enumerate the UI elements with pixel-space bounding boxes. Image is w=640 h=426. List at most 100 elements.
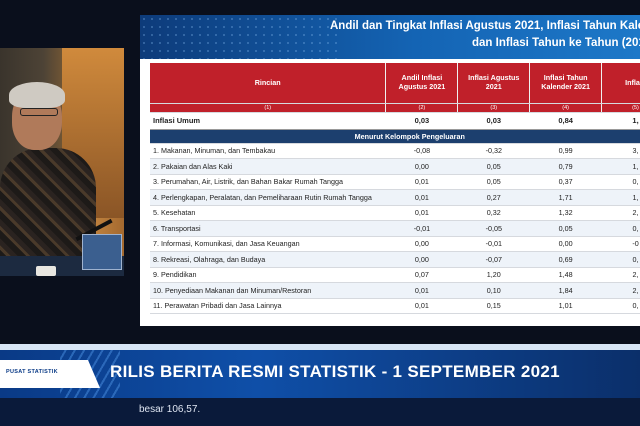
table-cell: 1,01 — [529, 298, 602, 314]
ticker-bar — [0, 398, 640, 426]
table-row: 8. Rekreasi, Olahraga, dan Budaya 0,00 -0,… — [150, 251, 640, 268]
table-cell: 0,05 — [529, 220, 602, 237]
table-cell: 0,05 — [457, 174, 530, 190]
table-cell: -0,32 — [457, 143, 530, 159]
table-cell: -0,01 — [457, 236, 530, 252]
table-row: 2. Pakaian dan Alas Kaki 0,00 0,05 0,79 1, — [150, 158, 640, 175]
table-cell: 0,37 — [529, 174, 602, 190]
table-cell: 0,03 — [457, 112, 530, 130]
table-cell: 1,32 — [529, 205, 602, 221]
slide-title-line1: Andil dan Tingkat Inflasi Agustus 2021, … — [330, 20, 640, 32]
table-cell: 0,01 — [385, 205, 458, 221]
table-row: 9. Pendidikan 0,07 1,20 1,48 2, — [150, 267, 640, 283]
table-row: 6. Transportasi -0,01 -0,05 0,05 0, — [150, 220, 640, 237]
row-label: 6. Transportasi — [150, 220, 386, 237]
presentation-slide: Andil dan Tingkat Inflasi Agustus 2021, … — [140, 15, 640, 326]
table-row: 5. Kesehatan 0,01 0,32 1,32 2, — [150, 205, 640, 221]
brand-tab: PUSAT STATISTIK — [0, 360, 100, 388]
header-inflasi-yoy: Inflasi — [601, 63, 640, 104]
header-inflasi-agustus: Inflasi Agustus 2021 — [457, 63, 531, 104]
table-row: 7. Informasi, Komunikasi, dan Jasa Keuan… — [150, 236, 640, 252]
table-cell: 1,48 — [529, 267, 602, 283]
col-number: (1) — [150, 103, 387, 113]
row-label: 9. Pendidikan — [150, 267, 386, 283]
group-label: Menurut Kelompok Pengeluaran — [150, 129, 640, 144]
laptop-icon — [82, 234, 122, 270]
row-label: 3. Perumahan, Air, Listrik, dan Bahan Ba… — [150, 174, 386, 190]
col-number: (3) — [457, 103, 531, 113]
header-andil: Andil Inflasi Agustus 2021 — [385, 63, 459, 104]
glasses-icon — [20, 108, 58, 116]
slide-title-line2: dan Inflasi Tahun ke Tahun (2018 — [472, 37, 640, 49]
table-cell: 0, — [601, 298, 640, 314]
broadcast-headline: RILIS BERITA RESMI STATISTIK - 1 SEPTEMB… — [110, 362, 560, 381]
table-cell: 1,84 — [529, 282, 602, 299]
table-cell: 0,00 — [529, 236, 602, 252]
speaker-hair — [9, 82, 65, 108]
table-cell: 0,03 — [385, 112, 458, 130]
column-number-row: (1) (2) (3) (4) (5) — [150, 103, 640, 113]
table-cell: 0,84 — [529, 112, 602, 130]
table-cell: -0 — [601, 236, 640, 252]
slide-header: Andil dan Tingkat Inflasi Agustus 2021, … — [140, 15, 640, 59]
table-cell: 0,00 — [385, 158, 458, 175]
table-cell: -0,01 — [385, 220, 458, 237]
row-label: 2. Pakaian dan Alas Kaki — [150, 158, 386, 175]
table-cell: 1, — [601, 158, 640, 175]
brand-text: PUSAT STATISTIK — [6, 369, 58, 375]
table-row: 1. Makanan, Minuman, dan Tembakau -0,08 -0… — [150, 143, 640, 159]
row-label: 4. Perlengkapan, Peralatan, dan Pemeliha… — [150, 189, 386, 206]
table-cell: 0,15 — [457, 298, 530, 314]
table-cell: 1,71 — [529, 189, 602, 206]
table-cell: 3, — [601, 143, 640, 159]
table-cell: 0, — [601, 174, 640, 190]
row-label: 1. Makanan, Minuman, dan Tembakau — [150, 143, 386, 159]
row-label: 8. Rekreasi, Olahraga, dan Budaya — [150, 251, 386, 268]
table-cell: 2, — [601, 205, 640, 221]
col-number: (2) — [385, 103, 459, 113]
col-number: (5) — [601, 103, 640, 113]
cup-icon — [36, 266, 56, 276]
header-rincian: Rincian — [150, 63, 387, 104]
banner-accent-bar — [0, 344, 640, 352]
table-cell: 0,00 — [385, 236, 458, 252]
table-cell: 2, — [601, 282, 640, 299]
table-cell: -0,07 — [457, 251, 530, 268]
total-label: Inflasi Umum — [150, 112, 386, 130]
table-cell: -0,05 — [457, 220, 530, 237]
row-label: 5. Kesehatan — [150, 205, 386, 221]
table-cell: 1, — [601, 112, 640, 130]
table-cell: 1,20 — [457, 267, 530, 283]
table-row: 4. Perlengkapan, Peralatan, dan Pemeliha… — [150, 189, 640, 206]
table-row: 11. Perawatan Pribadi dan Jasa Lainnya 0,… — [150, 298, 640, 314]
table-cell: 0,10 — [457, 282, 530, 299]
table-cell: -0,08 — [385, 143, 458, 159]
table-cell: 0,07 — [385, 267, 458, 283]
row-label: 11. Perawatan Pribadi dan Jasa Lainnya — [150, 298, 386, 314]
table-cell: 0,01 — [385, 189, 458, 206]
header-pattern — [140, 15, 340, 59]
table-cell: 0,01 — [385, 298, 458, 314]
total-row: Inflasi Umum 0,03 0,03 0,84 1, — [150, 112, 640, 130]
row-label: 7. Informasi, Komunikasi, dan Jasa Keuan… — [150, 236, 386, 252]
table-header-row: Rincian Andil Inflasi Agustus 2021 Infla… — [150, 63, 640, 104]
table-cell: 0,27 — [457, 189, 530, 206]
header-inflasi-kalender: Inflasi Tahun Kalender 2021 — [529, 63, 603, 104]
inflation-table: Rincian Andil Inflasi Agustus 2021 Infla… — [150, 63, 640, 314]
speaker-video — [0, 48, 124, 276]
table-cell: 0, — [601, 251, 640, 268]
table-cell: 0,69 — [529, 251, 602, 268]
table-cell: 1, — [601, 189, 640, 206]
group-header-row: Menurut Kelompok Pengeluaran — [150, 129, 640, 144]
table-row: 3. Perumahan, Air, Listrik, dan Bahan Ba… — [150, 174, 640, 190]
speaker-body — [0, 148, 96, 276]
row-label: 10. Penyediaan Makanan dan Minuman/Resto… — [150, 282, 386, 299]
table-cell: 0,32 — [457, 205, 530, 221]
ticker-text: besar 106,57. — [139, 404, 201, 415]
table-cell: 0,99 — [529, 143, 602, 159]
col-number: (4) — [529, 103, 603, 113]
table-cell: 0,01 — [385, 174, 458, 190]
table-cell: 0,00 — [385, 251, 458, 268]
table-cell: 0,79 — [529, 158, 602, 175]
